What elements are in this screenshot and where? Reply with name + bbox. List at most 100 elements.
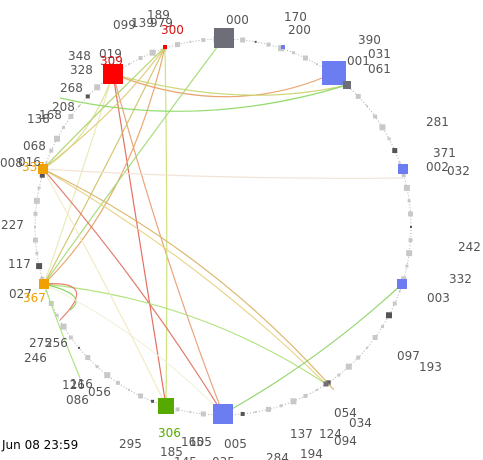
node-label-002: 002 bbox=[426, 160, 449, 174]
node-label-165: 165 bbox=[181, 435, 204, 449]
ring-tick bbox=[379, 124, 386, 131]
link-e-208-001b bbox=[59, 84, 348, 112]
ring-tick bbox=[138, 56, 143, 61]
ring-tick bbox=[302, 55, 308, 61]
node-n-170 bbox=[281, 45, 285, 49]
ring-tick bbox=[403, 184, 410, 191]
node-label-016: 016 bbox=[18, 155, 41, 169]
ring-tick bbox=[398, 290, 401, 293]
node-label-185: 185 bbox=[160, 445, 183, 459]
node-label-189: 189 bbox=[147, 8, 170, 22]
node-label-295: 295 bbox=[119, 437, 142, 451]
node-n-000 bbox=[214, 28, 234, 48]
ring-tick bbox=[408, 211, 414, 217]
ring-tick bbox=[128, 63, 130, 66]
node-label-117: 117 bbox=[8, 257, 31, 271]
ring-tick bbox=[240, 37, 246, 43]
link-e-337-137 bbox=[42, 168, 327, 385]
ring-tick bbox=[401, 173, 406, 178]
node-label-097: 097 bbox=[397, 349, 420, 363]
ring-tick bbox=[33, 211, 38, 216]
ring-tick bbox=[138, 393, 144, 399]
node-label-390: 390 bbox=[358, 33, 381, 47]
node-label-035: 035 bbox=[212, 455, 235, 460]
ring-tick bbox=[175, 407, 180, 412]
link-e-300-337 bbox=[42, 46, 166, 170]
node-label-170: 170 bbox=[284, 10, 307, 24]
link-e-309-001 bbox=[112, 72, 335, 98]
node-label-300: 300 bbox=[161, 23, 184, 37]
ring-tick bbox=[149, 49, 156, 56]
ring-tick bbox=[373, 114, 378, 119]
link-e-300-367 bbox=[43, 46, 166, 285]
node-label-003: 003 bbox=[427, 291, 450, 305]
ring-tick bbox=[366, 105, 369, 108]
node-label-242: 242 bbox=[458, 240, 481, 254]
node-label-008: 008 bbox=[0, 156, 23, 170]
link-e-309-367 bbox=[43, 73, 114, 285]
node-label-332: 332 bbox=[449, 272, 472, 286]
ring-tick bbox=[345, 363, 352, 370]
ring-tick bbox=[290, 398, 297, 405]
node-label-200: 200 bbox=[288, 23, 311, 37]
link-e-300-306 bbox=[164, 46, 168, 407]
node-n-309 bbox=[103, 64, 123, 84]
ring-tick bbox=[266, 42, 271, 47]
ring-tick bbox=[405, 264, 409, 268]
node-label-138: 138 bbox=[27, 112, 50, 126]
node-label-268: 268 bbox=[60, 81, 83, 95]
ring-tick bbox=[410, 226, 412, 228]
ring-tick bbox=[55, 313, 59, 317]
ring-tick bbox=[95, 365, 99, 369]
ring-tick bbox=[49, 148, 54, 153]
ring-tick bbox=[398, 161, 401, 164]
ring-tick bbox=[380, 325, 384, 329]
ring-tick bbox=[254, 411, 257, 414]
link-e-337-005 bbox=[42, 168, 224, 415]
ring-tick bbox=[240, 411, 245, 416]
ring-tick bbox=[407, 199, 411, 203]
ring-tick bbox=[387, 137, 391, 141]
node-group bbox=[38, 28, 408, 424]
ring-tick bbox=[265, 406, 271, 412]
ring-tick bbox=[372, 335, 378, 341]
node-label-054: 054 bbox=[334, 406, 357, 420]
ring-tick bbox=[254, 40, 257, 43]
ring-tick bbox=[406, 250, 413, 257]
ring-tick bbox=[54, 135, 61, 142]
ring-tick bbox=[291, 51, 295, 55]
ring-tick bbox=[408, 238, 413, 243]
link-e-000-367 bbox=[43, 37, 225, 285]
link-group bbox=[42, 37, 404, 415]
link-e-309-306 bbox=[112, 73, 167, 407]
ring-tick bbox=[94, 84, 101, 91]
ring-tick bbox=[385, 312, 392, 319]
ring-tick bbox=[201, 38, 206, 43]
ring-tick bbox=[39, 172, 45, 178]
node-label-194: 194 bbox=[300, 447, 323, 460]
node-n-001 bbox=[322, 61, 346, 85]
node-n-337 bbox=[38, 164, 48, 174]
ring-tick bbox=[356, 355, 361, 360]
link-e-337-306 bbox=[42, 168, 167, 407]
link-e-309-001b bbox=[112, 73, 348, 96]
ring-tick bbox=[62, 125, 66, 129]
node-n-002 bbox=[398, 164, 408, 174]
link-e-003-005 bbox=[222, 283, 403, 415]
node-label-227: 227 bbox=[1, 218, 24, 232]
link-e-367-005 bbox=[43, 283, 224, 415]
node-label-000: 000 bbox=[226, 13, 249, 27]
node-n-300 bbox=[163, 45, 167, 49]
ring-tick bbox=[175, 42, 181, 48]
node-label-256: 256 bbox=[45, 336, 68, 350]
circle-ring bbox=[32, 36, 414, 418]
ring-tick bbox=[392, 148, 398, 154]
node-n-001b bbox=[343, 81, 351, 89]
node-label-306: 306 bbox=[158, 426, 181, 440]
ring-tick bbox=[189, 40, 192, 43]
node-label-246: 246 bbox=[24, 351, 47, 365]
ring-tick bbox=[104, 372, 111, 379]
node-label-168: 168 bbox=[39, 108, 62, 122]
link-e-337-054 bbox=[42, 168, 335, 391]
